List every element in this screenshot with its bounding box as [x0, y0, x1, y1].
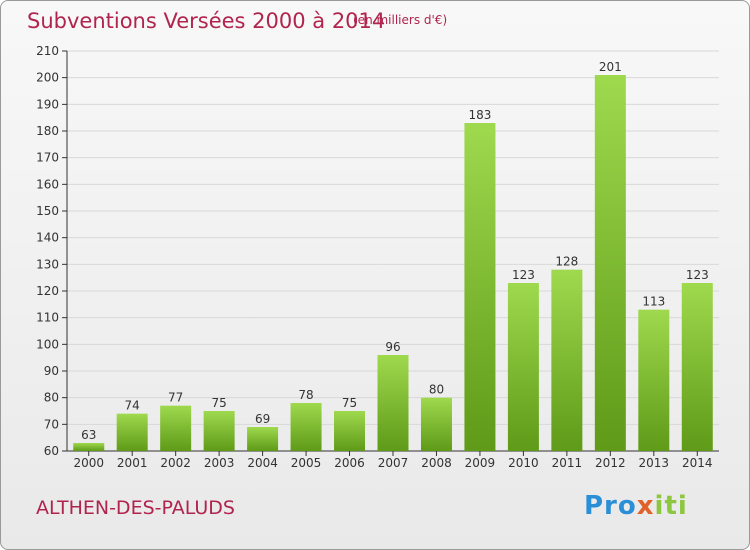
- y-tick-label: 60: [44, 444, 59, 458]
- x-tick-label: 2012: [595, 456, 626, 470]
- y-tick-label: 150: [36, 204, 59, 218]
- y-tick-label: 80: [44, 391, 59, 405]
- bar-value-label: 80: [429, 383, 444, 397]
- bar: [464, 123, 496, 451]
- bar: [203, 411, 235, 451]
- bar-value-label: 75: [211, 396, 226, 410]
- bar-value-label: 113: [642, 295, 665, 309]
- x-tick-label: 2005: [291, 456, 322, 470]
- y-tick-label: 130: [36, 257, 59, 271]
- y-tick-label: 120: [36, 284, 59, 298]
- y-tick-label: 160: [36, 177, 59, 191]
- x-tick-label: 2002: [160, 456, 191, 470]
- bar: [681, 283, 713, 451]
- x-tick-label: 2000: [73, 456, 104, 470]
- bar: [551, 269, 583, 451]
- bar-value-label: 183: [468, 108, 491, 122]
- bar-value-label: 201: [599, 60, 622, 74]
- bar-value-label: 74: [125, 399, 140, 413]
- y-tick-label: 90: [44, 364, 59, 378]
- commune-name: ALTHEN-DES-PALUDS: [36, 497, 235, 519]
- chart-title: Subventions Versées 2000 à 2014: [27, 9, 386, 33]
- bar-value-label: 123: [512, 268, 535, 282]
- x-tick-label: 2003: [204, 456, 235, 470]
- x-tick-label: 2008: [421, 456, 452, 470]
- bar: [507, 283, 539, 451]
- bar-value-label: 69: [255, 412, 270, 426]
- y-tick-label: 170: [36, 151, 59, 165]
- bar-value-label: 63: [81, 428, 96, 442]
- x-tick-label: 2014: [682, 456, 713, 470]
- y-tick-label: 110: [36, 311, 59, 325]
- x-tick-label: 2004: [247, 456, 278, 470]
- y-tick-label: 190: [36, 97, 59, 111]
- bar: [73, 443, 105, 451]
- x-tick-label: 2006: [334, 456, 365, 470]
- x-tick-label: 2001: [117, 456, 148, 470]
- bar: [334, 411, 366, 451]
- y-tick-label: 200: [36, 71, 59, 85]
- x-tick-label: 2013: [639, 456, 670, 470]
- x-tick-label: 2007: [378, 456, 409, 470]
- x-tick-label: 2011: [552, 456, 583, 470]
- bar: [594, 75, 626, 451]
- bar-value-label: 96: [385, 340, 400, 354]
- x-tick-label: 2010: [508, 456, 539, 470]
- bar: [290, 403, 322, 451]
- logo-part: x: [636, 491, 655, 521]
- y-tick-label: 100: [36, 337, 59, 351]
- bar: [638, 309, 670, 451]
- logo-part: iti: [654, 491, 688, 521]
- bar: [116, 413, 148, 451]
- logo-part: Pro: [584, 491, 637, 521]
- bar: [377, 355, 409, 451]
- bar: [247, 427, 279, 451]
- y-tick-label: 70: [44, 417, 59, 431]
- bar-value-label: 77: [168, 391, 183, 405]
- y-tick-label: 210: [36, 44, 59, 58]
- bar-value-label: 78: [298, 388, 313, 402]
- bar: [420, 397, 452, 451]
- proxiti-logo: Proxiti: [584, 491, 688, 521]
- unit-note: (en milliers d'€): [353, 13, 448, 27]
- bar-value-label: 128: [555, 255, 578, 269]
- bar-value-label: 123: [686, 268, 709, 282]
- bar-value-label: 75: [342, 396, 357, 410]
- bar: [160, 405, 192, 451]
- y-tick-label: 180: [36, 124, 59, 138]
- x-tick-label: 2009: [465, 456, 496, 470]
- y-tick-label: 140: [36, 231, 59, 245]
